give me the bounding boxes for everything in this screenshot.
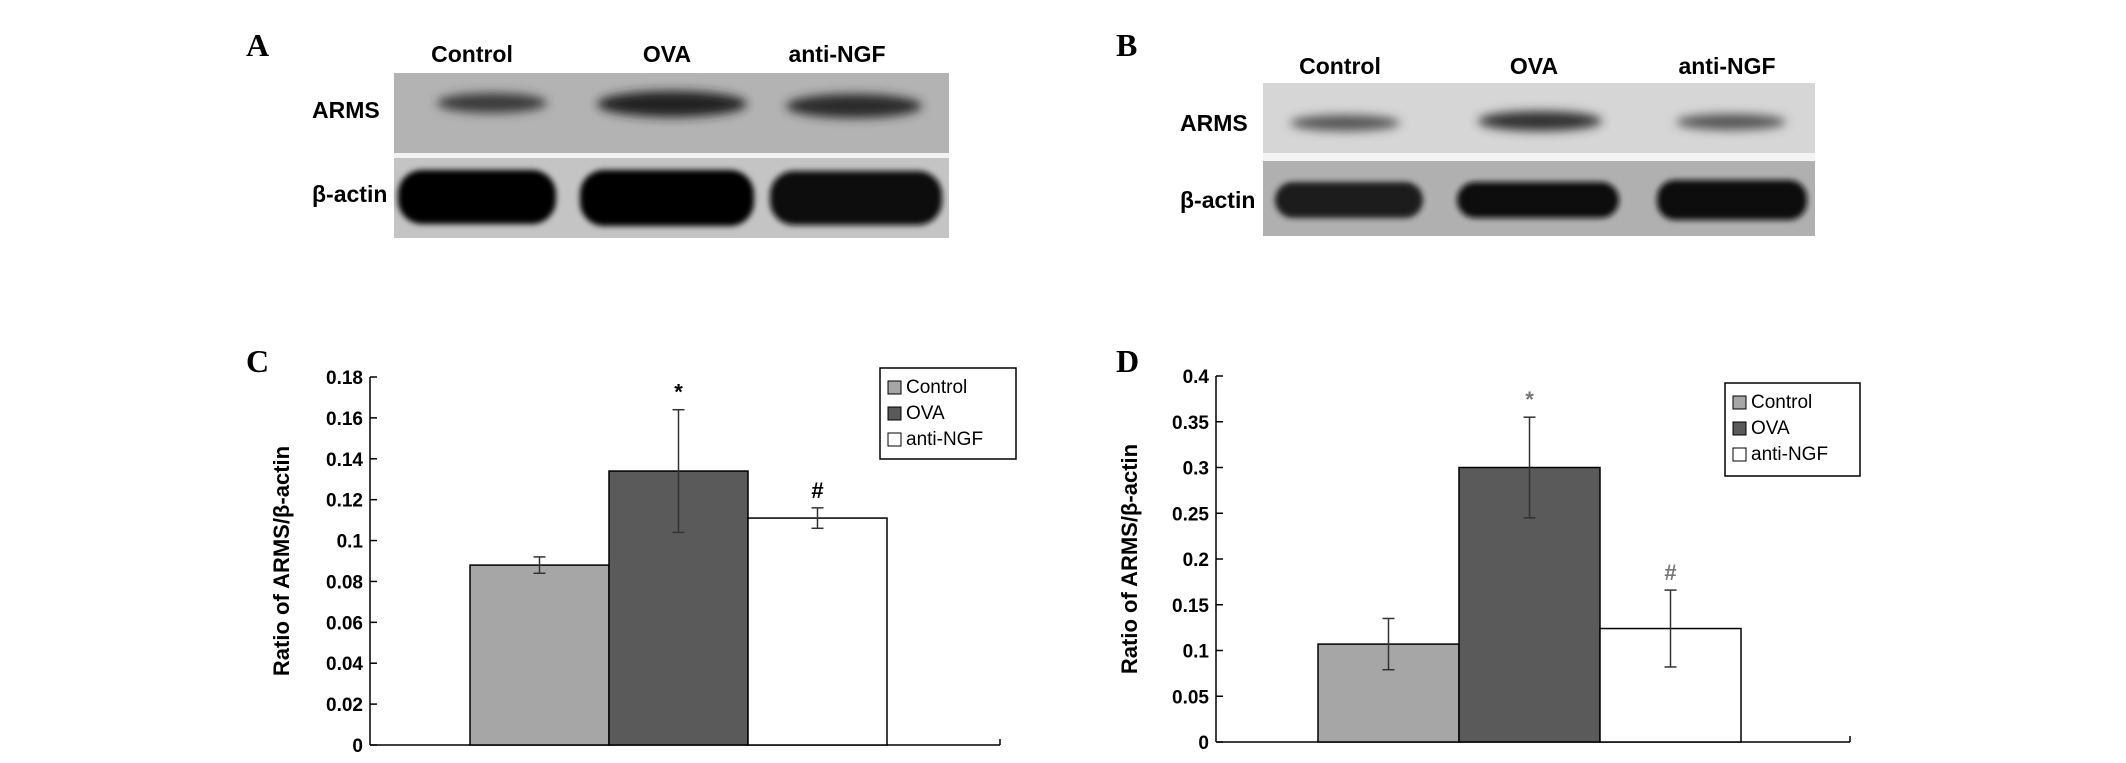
- row-label-beta-actin-b: β-actin: [1180, 187, 1255, 213]
- y-tick-label: 0.06: [326, 613, 363, 634]
- actin-band-control-a: [398, 170, 556, 224]
- lane-label-ova-a: OVA: [643, 41, 691, 67]
- y-tick-label: 0.16: [326, 409, 363, 430]
- y-tick-label: 0.18: [326, 368, 363, 389]
- membrane-divider-b: [1263, 153, 1815, 161]
- legend-box: [1724, 382, 1861, 477]
- arms-band-control-b: [1290, 115, 1400, 131]
- blot-panel-b: B Control OVA anti-NGF ARMS β-actin: [1116, 27, 1815, 236]
- row-label-beta-actin-a: β-actin: [312, 181, 387, 207]
- arms-band-ova-b: [1478, 111, 1602, 131]
- significance-mark: #: [811, 478, 823, 503]
- blot-panel-a: A Control OVA anti-NGF ARMS β-actin: [246, 27, 949, 238]
- y-tick-label: 0.12: [326, 491, 363, 512]
- arms-band-anti-ngf-a: [786, 94, 922, 118]
- legend-swatch: [887, 432, 902, 447]
- row-label-arms-b: ARMS: [1180, 110, 1248, 136]
- legend-swatch: [1732, 447, 1747, 462]
- legend-swatch: [1732, 421, 1747, 436]
- bar-chart-d: D 0 0.05 0.1 0.15 0.2 0.25 0.3 0.35 0.4 Ratio of A…: [1116, 343, 1861, 754]
- y-tick-label: 0.15: [1172, 596, 1209, 617]
- actin-band-ova-a: [580, 170, 754, 226]
- y-tick-label: 0: [1198, 733, 1209, 754]
- panel-letter-c: C: [246, 343, 269, 379]
- actin-band-anti-ngf-b: [1657, 180, 1807, 220]
- bar-anti-ngf: [747, 517, 888, 746]
- y-tick-label: 0: [352, 736, 363, 757]
- significance-mark: #: [1664, 560, 1676, 585]
- legend-box: [879, 367, 1017, 460]
- y-tick-label: 0.04: [326, 654, 363, 675]
- significance-mark: *: [674, 380, 683, 405]
- bar-chart-c: C 0 0.02 0.04 0.06 0.08 0.1 0.12 0.14 0.16 0.18 Rat…: [246, 343, 1017, 757]
- lane-label-control-a: Control: [431, 41, 513, 67]
- y-tick-label: 0.35: [1172, 413, 1209, 434]
- y-tick-label: 0.25: [1172, 504, 1209, 525]
- row-label-arms-a: ARMS: [312, 97, 380, 123]
- y-tick-label: 0.1: [1183, 642, 1210, 663]
- actin-band-anti-ngf-a: [770, 171, 942, 225]
- actin-band-ova-b: [1457, 182, 1619, 218]
- lane-label-ova-b: OVA: [1510, 53, 1558, 79]
- actin-band-control-b: [1275, 182, 1423, 218]
- panel-letter-b: B: [1116, 27, 1137, 63]
- arms-band-ova-a: [597, 91, 747, 117]
- y-tick-label: 0.08: [326, 572, 363, 593]
- legend-swatch: [1732, 395, 1747, 410]
- y-axis-label: Ratio of ARMS/β-actin: [1117, 444, 1142, 674]
- legend-label: anti-NGF: [1751, 444, 1828, 465]
- lane-label-anti-ngf-a: anti-NGF: [788, 41, 885, 67]
- arms-band-anti-ngf-b: [1676, 114, 1786, 130]
- y-axis-label: Ratio of ARMS/β-actin: [269, 446, 294, 676]
- membrane-divider-a: [394, 153, 949, 158]
- legend-label: Control: [906, 377, 967, 398]
- y-tick-label: 0.14: [326, 450, 363, 471]
- panel-letter-d: D: [1116, 343, 1139, 379]
- y-tick-label: 0.02: [326, 695, 363, 716]
- legend-swatch: [887, 406, 902, 421]
- legend-label: OVA: [1751, 418, 1790, 439]
- y-tick-label: 0.4: [1183, 367, 1210, 388]
- lane-label-control-b: Control: [1299, 53, 1381, 79]
- y-tick-label: 0.2: [1183, 550, 1209, 571]
- legend-label: OVA: [906, 403, 945, 424]
- y-tick-label: 0.1: [337, 532, 364, 553]
- bar-control: [469, 564, 610, 746]
- legend-label: anti-NGF: [906, 429, 983, 450]
- panel-letter-a: A: [246, 27, 269, 63]
- significance-mark: *: [1525, 387, 1534, 412]
- y-tick-label: 0.3: [1183, 459, 1209, 480]
- arms-band-control-a: [437, 93, 547, 113]
- legend-label: Control: [1751, 392, 1812, 413]
- legend-swatch: [887, 380, 902, 395]
- lane-label-anti-ngf-b: anti-NGF: [1678, 53, 1775, 79]
- y-tick-label: 0.05: [1172, 687, 1209, 708]
